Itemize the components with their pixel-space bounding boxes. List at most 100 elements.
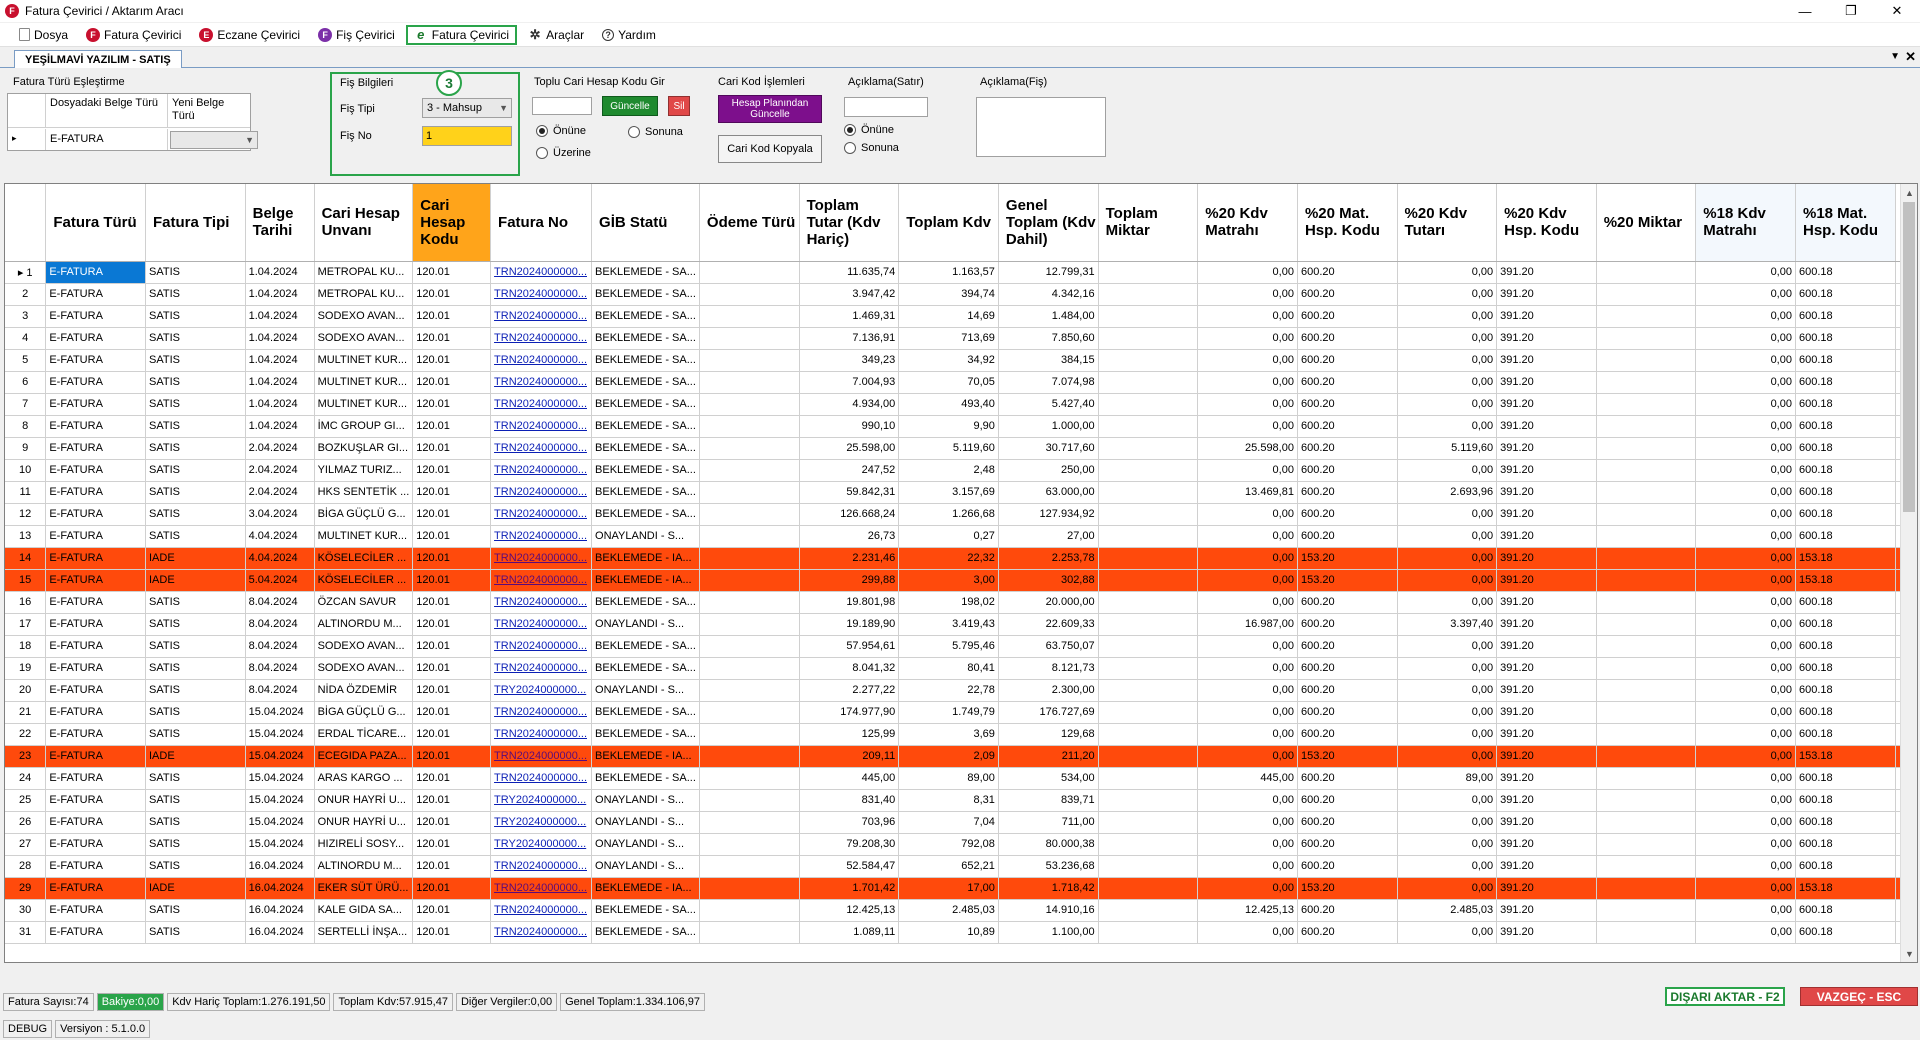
fatura-no-link[interactable]: TRN2024000000... <box>490 415 593 438</box>
table-row[interactable]: 28 E-FATURA SATIS 16.04.2024 ALTINORDU M... 1… <box>5 855 1917 878</box>
aciklama-satir-input[interactable] <box>844 97 928 117</box>
table-row[interactable]: 16 E-FATURA SATIS 8.04.2024 ÖZCAN SAVUR 120.0… <box>5 591 1917 614</box>
table-row[interactable]: 26 E-FATURA SATIS 15.04.2024 ONUR HAYRİ U...… <box>5 811 1917 834</box>
radio-satir-sonuna[interactable]: Sonuna <box>844 142 899 154</box>
col-header[interactable]: Toplam Tutar (Kdv Hariç) <box>799 184 900 262</box>
fatura-no-link[interactable]: TRN2024000000... <box>490 701 593 724</box>
table-row[interactable]: 19 E-FATURA SATIS 8.04.2024 SODEXO AVAN... 12… <box>5 657 1917 680</box>
table-row[interactable]: 5 E-FATURA SATIS 1.04.2024 MULTINET KUR... 12… <box>5 349 1917 372</box>
table-row[interactable]: 3 E-FATURA SATIS 1.04.2024 SODEXO AVAN... 120… <box>5 305 1917 328</box>
fatura-no-link[interactable]: TRY2024000000... <box>490 811 593 834</box>
table-row[interactable]: 2 E-FATURA SATIS 1.04.2024 METROPAL KU... 120… <box>5 283 1917 306</box>
table-row[interactable]: 30 E-FATURA SATIS 16.04.2024 KALE GIDA SA...… <box>5 899 1917 922</box>
menu-eczane-cevirici[interactable]: E Eczane Çevirici <box>192 25 307 45</box>
table-row[interactable]: 24 E-FATURA SATIS 15.04.2024 ARAS KARGO ... 1… <box>5 767 1917 790</box>
fatura-no-link[interactable]: TRN2024000000... <box>490 723 593 746</box>
fatura-no-link[interactable]: TRN2024000000... <box>490 327 593 350</box>
fatura-no-link[interactable]: TRN2024000000... <box>490 569 593 592</box>
col-header[interactable]: Belge Tarihi <box>245 184 315 262</box>
menu-dosya[interactable]: Dosya <box>12 25 75 45</box>
scroll-up-icon[interactable]: ▲ <box>1905 187 1914 198</box>
col-header-cari-hesap-kodu[interactable]: Cari Hesap Kodu <box>412 184 492 262</box>
tab-close-icon[interactable]: ✕ <box>1905 49 1916 64</box>
col-header[interactable]: Fatura Türü <box>45 184 146 262</box>
table-row[interactable]: 22 E-FATURA SATIS 15.04.2024 ERDAL TİCARE...… <box>5 723 1917 746</box>
col-header[interactable]: Toplam Miktar <box>1098 184 1199 262</box>
disari-aktar-button[interactable]: DIŞARI AKTAR - F2 <box>1665 987 1785 1006</box>
fatura-no-link[interactable]: TRN2024000000... <box>490 503 593 526</box>
fatura-no-link[interactable]: TRN2024000000... <box>490 899 593 922</box>
grid-vertical-scrollbar[interactable]: ▲ ▼ <box>1900 184 1917 962</box>
radio-uzerine[interactable]: Üzerine <box>536 147 591 159</box>
table-row[interactable]: 20 E-FATURA SATIS 8.04.2024 NİDA ÖZDEMİR 120.… <box>5 679 1917 702</box>
table-row[interactable]: 11 E-FATURA SATIS 2.04.2024 HKS SENTETİK ...… <box>5 481 1917 504</box>
tab-list-arrow-icon[interactable]: ▼ <box>1890 51 1900 62</box>
fatura-no-link[interactable]: TRN2024000000... <box>490 613 593 636</box>
menu-fis-cevirici[interactable]: F Fiş Çevirici <box>311 25 402 45</box>
table-row[interactable]: 17 E-FATURA SATIS 8.04.2024 ALTINORDU M... 12… <box>5 613 1917 636</box>
fatura-no-link[interactable]: TRN2024000000... <box>490 261 593 284</box>
fatura-no-link[interactable]: TRN2024000000... <box>490 591 593 614</box>
col-header[interactable]: %20 Miktar <box>1596 184 1697 262</box>
col-header[interactable]: GİB Statü <box>591 184 700 262</box>
maximize-button[interactable]: ❐ <box>1845 3 1857 18</box>
table-row[interactable]: 29 E-FATURA IADE 16.04.2024 EKER SÜT ÜRÜ... 1… <box>5 877 1917 900</box>
fatura-no-link[interactable]: TRN2024000000... <box>490 657 593 680</box>
fis-no-input[interactable]: 1 <box>422 126 512 146</box>
close-button[interactable]: ✕ <box>1891 3 1903 18</box>
table-row[interactable]: 14 E-FATURA IADE 4.04.2024 KÖSELECİLER ... 12… <box>5 547 1917 570</box>
col-header[interactable]: %20 Mat. Hsp. Kodu <box>1297 184 1398 262</box>
fatura-no-link[interactable]: TRN2024000000... <box>490 877 593 900</box>
col-header[interactable]: %20 Kdv Tutarı <box>1397 184 1498 262</box>
menu-e-fatura-cevirici[interactable]: e Fatura Çevirici <box>405 24 518 45</box>
fatura-no-link[interactable]: TRN2024000000... <box>490 305 593 328</box>
col-header[interactable]: Ödeme Türü <box>699 184 800 262</box>
table-row[interactable]: 13 E-FATURA SATIS 4.04.2024 MULTINET KUR... 1… <box>5 525 1917 548</box>
table-row[interactable]: 12 E-FATURA SATIS 3.04.2024 BİGA GÜÇLÜ G... 1… <box>5 503 1917 526</box>
fatura-no-link[interactable]: TRN2024000000... <box>490 921 593 944</box>
tab-yesilmavi-satis[interactable]: YEŞİLMAVİ YAZILIM - SATIŞ <box>14 50 182 68</box>
menu-yardim[interactable]: ? Yardım <box>595 25 663 45</box>
fatura-no-link[interactable]: TRY2024000000... <box>490 679 593 702</box>
sil-button[interactable]: Sil <box>668 96 690 116</box>
menu-araclar[interactable]: ✲ Araçlar <box>521 25 591 45</box>
fatura-no-link[interactable]: TRY2024000000... <box>490 789 593 812</box>
fatura-no-link[interactable]: TRN2024000000... <box>490 283 593 306</box>
fatura-no-link[interactable]: TRN2024000000... <box>490 393 593 416</box>
col-header[interactable]: Genel Toplam (Kdv Dahil) <box>998 184 1099 262</box>
col-header[interactable]: %18 Mat. Hsp. Kodu <box>1795 184 1896 262</box>
col-header[interactable]: %20 Kdv Matrahı <box>1197 184 1298 262</box>
scroll-thumb[interactable] <box>1903 202 1915 512</box>
table-row[interactable]: 8 E-FATURA SATIS 1.04.2024 İMC GROUP GI... 12… <box>5 415 1917 438</box>
minimize-button[interactable]: — <box>1798 3 1812 19</box>
radio-satir-onune[interactable]: Önüne <box>844 124 894 136</box>
table-row[interactable]: ▸ 1 E-FATURA SATIS 1.04.2024 METROPAL KU... 1… <box>5 261 1917 284</box>
guncelle-button[interactable]: Güncelle <box>602 96 658 116</box>
fatura-no-link[interactable]: TRN2024000000... <box>490 525 593 548</box>
table-row[interactable]: 23 E-FATURA IADE 15.04.2024 ECEGIDA PAZA... 1… <box>5 745 1917 768</box>
fatura-no-link[interactable]: TRN2024000000... <box>490 635 593 658</box>
fatura-no-link[interactable]: TRN2024000000... <box>490 459 593 482</box>
col-header[interactable]: Cari Hesap Unvanı <box>314 184 414 262</box>
fatura-no-link[interactable]: TRN2024000000... <box>490 481 593 504</box>
fatura-no-link[interactable]: TRN2024000000... <box>490 767 593 790</box>
radio-sonuna[interactable]: Sonuna <box>628 126 683 138</box>
fis-tipi-select[interactable]: 3 - Mahsup ▼ <box>422 98 512 118</box>
table-row[interactable]: 31 E-FATURA SATIS 16.04.2024 SERTELLİ İNŞA..… <box>5 921 1917 944</box>
col-header[interactable]: Fatura Tipi <box>145 184 246 262</box>
col-header[interactable]: %18 Kdv Matrahı <box>1695 184 1796 262</box>
vazgec-button[interactable]: VAZGEÇ - ESC <box>1800 987 1918 1006</box>
table-row[interactable]: 9 E-FATURA SATIS 2.04.2024 BOZKUŞLAR GI... 12… <box>5 437 1917 460</box>
table-row[interactable]: 18 E-FATURA SATIS 8.04.2024 SODEXO AVAN... 12… <box>5 635 1917 658</box>
fatura-no-link[interactable]: TRN2024000000... <box>490 437 593 460</box>
fatura-no-link[interactable]: TRN2024000000... <box>490 855 593 878</box>
fatura-no-link[interactable]: TRN2024000000... <box>490 371 593 394</box>
hesap-plani-guncelle-button[interactable]: Hesap Planından Güncelle <box>718 95 822 123</box>
aciklama-fis-textarea[interactable] <box>976 97 1106 157</box>
mapping-target-select[interactable]: ▼ <box>170 131 258 149</box>
table-row[interactable]: 25 E-FATURA SATIS 15.04.2024 ONUR HAYRİ U...… <box>5 789 1917 812</box>
menu-fatura-cevirici[interactable]: F Fatura Çevirici <box>79 25 188 45</box>
table-row[interactable]: 10 E-FATURA SATIS 2.04.2024 YILMAZ TURIZ... 1… <box>5 459 1917 482</box>
table-row[interactable]: 27 E-FATURA SATIS 15.04.2024 HIZIRELİ SOSY..… <box>5 833 1917 856</box>
table-row[interactable]: 4 E-FATURA SATIS 1.04.2024 SODEXO AVAN... 120… <box>5 327 1917 350</box>
